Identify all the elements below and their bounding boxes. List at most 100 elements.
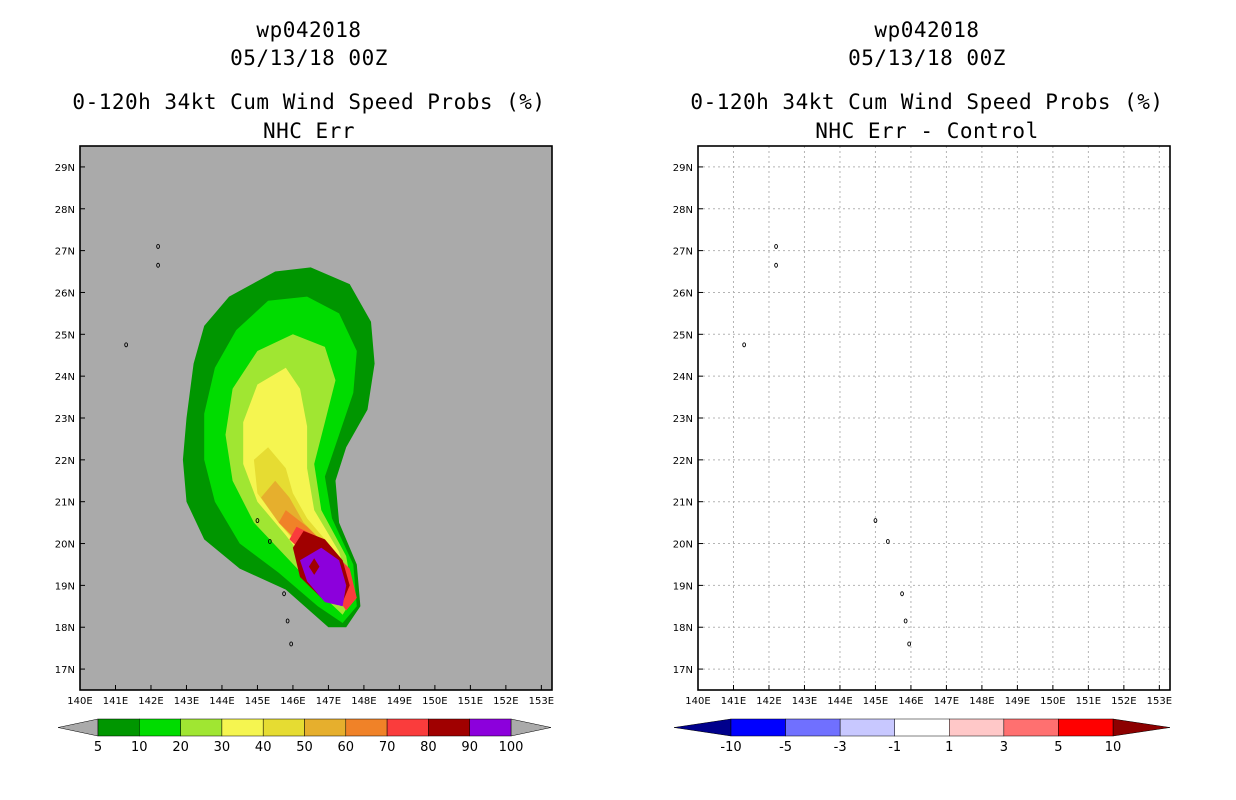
colorbar-label: -10: [720, 740, 741, 755]
colorbar-label: 20: [172, 740, 189, 755]
colorbar-segment: [304, 718, 347, 737]
x-tick-label: 147E: [934, 696, 959, 707]
probability-map-chart: 140E 141E 142E 143E 144E 145E 146E 147E 148E 149E…: [55, 145, 554, 755]
y-tick-label: 23N: [673, 414, 693, 425]
datetime: 05/13/18 00Z: [848, 46, 1006, 70]
chart-title: 0-120h 34kt Cum Wind Speed Probs (%): [690, 90, 1164, 114]
island-outline: [156, 243, 160, 249]
y-tick-label: 20N: [673, 540, 693, 551]
colorbar-end-right: [510, 718, 552, 737]
colorbar-label: 1: [945, 740, 953, 755]
island-outline: [774, 243, 778, 249]
y-tick-label: 21N: [55, 498, 75, 509]
colorbar-segment: [730, 718, 786, 737]
x-tick-label: 150E: [422, 696, 447, 707]
island-outline: [774, 262, 778, 268]
island-outline: [124, 342, 128, 348]
x-tick-label: 142E: [756, 696, 781, 707]
island-outline: [903, 618, 908, 624]
y-tick-label: 17N: [55, 665, 75, 676]
colorbar-label: 10: [1105, 740, 1122, 755]
storm-id: wp042018: [874, 18, 980, 42]
y-tick-label: 29N: [673, 163, 693, 174]
colorbar-label: 5: [94, 740, 102, 755]
x-tick-label: 151E: [1076, 696, 1101, 707]
colorbar-label: 50: [296, 740, 313, 755]
colorbar-segment: [785, 718, 841, 737]
datetime: 05/13/18 00Z: [230, 46, 388, 70]
x-tick-label: 153E: [529, 696, 554, 707]
x-tick-label: 140E: [685, 696, 710, 707]
colorbar-label: -3: [834, 740, 847, 755]
y-tick-label: 17N: [673, 665, 693, 676]
colorbar-segment: [139, 718, 181, 737]
chart-subtitle: NHC Err: [262, 119, 355, 143]
y-tick-label: 26N: [673, 288, 693, 299]
y-tick-label: 29N: [55, 163, 75, 174]
island-outline: [156, 262, 160, 268]
colorbar-label: 70: [379, 740, 396, 755]
colorbar-label: 90: [461, 740, 478, 755]
x-tick-label: 148E: [351, 696, 376, 707]
island-outline: [907, 641, 912, 647]
x-tick-label: 140E: [67, 696, 92, 707]
island-outline: [873, 518, 878, 523]
colorbar-end-left: [673, 718, 732, 737]
right-panel: wp042018 05/13/18 00Z 0-120h 34kt Cum Wi…: [618, 0, 1236, 800]
y-tick-label: 19N: [55, 581, 75, 592]
x-tick-label: 143E: [792, 696, 817, 707]
y-tick-label: 22N: [55, 456, 75, 467]
x-tick-label: 141E: [103, 696, 128, 707]
colorbar-segment: [221, 718, 264, 737]
colorbar-segment: [386, 718, 429, 737]
island-outline: [268, 538, 272, 544]
colorbar-label: 100: [499, 740, 524, 755]
x-tick-label: 152E: [493, 696, 518, 707]
x-tick-label: 146E: [898, 696, 923, 707]
y-tick-label: 23N: [55, 414, 75, 425]
island-outline: [886, 538, 890, 544]
island-outline: [900, 591, 904, 597]
y-tick-label: 25N: [55, 330, 75, 341]
colorbar-segment: [97, 718, 140, 737]
x-tick-label: 148E: [969, 696, 994, 707]
y-tick-label: 21N: [673, 498, 693, 509]
y-tick-label: 27N: [55, 247, 75, 258]
y-tick-label: 24N: [673, 372, 693, 383]
colorbar-segment: [1003, 718, 1059, 737]
colorbar-label: -5: [779, 740, 792, 755]
island-outline: [742, 342, 746, 348]
chart-subtitle: NHC Err - Control: [815, 119, 1039, 143]
island-outline: [289, 641, 294, 647]
colorbar-segment: [428, 718, 470, 737]
x-tick-label: 152E: [1111, 696, 1136, 707]
x-tick-label: 145E: [245, 696, 270, 707]
y-tick-label: 18N: [55, 623, 75, 634]
colorbar-label: 5: [1054, 740, 1062, 755]
x-tick-label: 144E: [827, 696, 852, 707]
left-panel: wp042018 05/13/18 00Z 0-120h 34kt Cum Wi…: [55, 18, 554, 755]
y-tick-label: 27N: [673, 247, 693, 258]
colorbar-end-left: [57, 718, 99, 737]
x-tick-label: 143E: [174, 696, 199, 707]
colorbar-label: 30: [214, 740, 231, 755]
x-tick-label: 151E: [458, 696, 483, 707]
island-outline: [285, 618, 290, 624]
x-tick-label: 150E: [1040, 696, 1065, 707]
chart-title: 0-120h 34kt Cum Wind Speed Probs (%): [72, 90, 546, 114]
colorbar-segment: [839, 718, 895, 737]
island-outline: [282, 591, 286, 597]
x-tick-label: 153E: [1147, 696, 1172, 707]
colorbar-label: 80: [420, 740, 437, 755]
colorbar-label: -1: [888, 740, 901, 755]
x-tick-label: 149E: [387, 696, 412, 707]
colorbar-label: 40: [255, 740, 272, 755]
contour-level-80: [308, 558, 320, 575]
colorbar-segment: [1058, 718, 1114, 737]
y-tick-label: 18N: [673, 623, 693, 634]
y-tick-label: 22N: [673, 456, 693, 467]
y-tick-label: 28N: [673, 205, 693, 216]
x-tick-label: 141E: [721, 696, 746, 707]
y-tick-label: 28N: [55, 205, 75, 216]
x-tick-label: 144E: [209, 696, 234, 707]
